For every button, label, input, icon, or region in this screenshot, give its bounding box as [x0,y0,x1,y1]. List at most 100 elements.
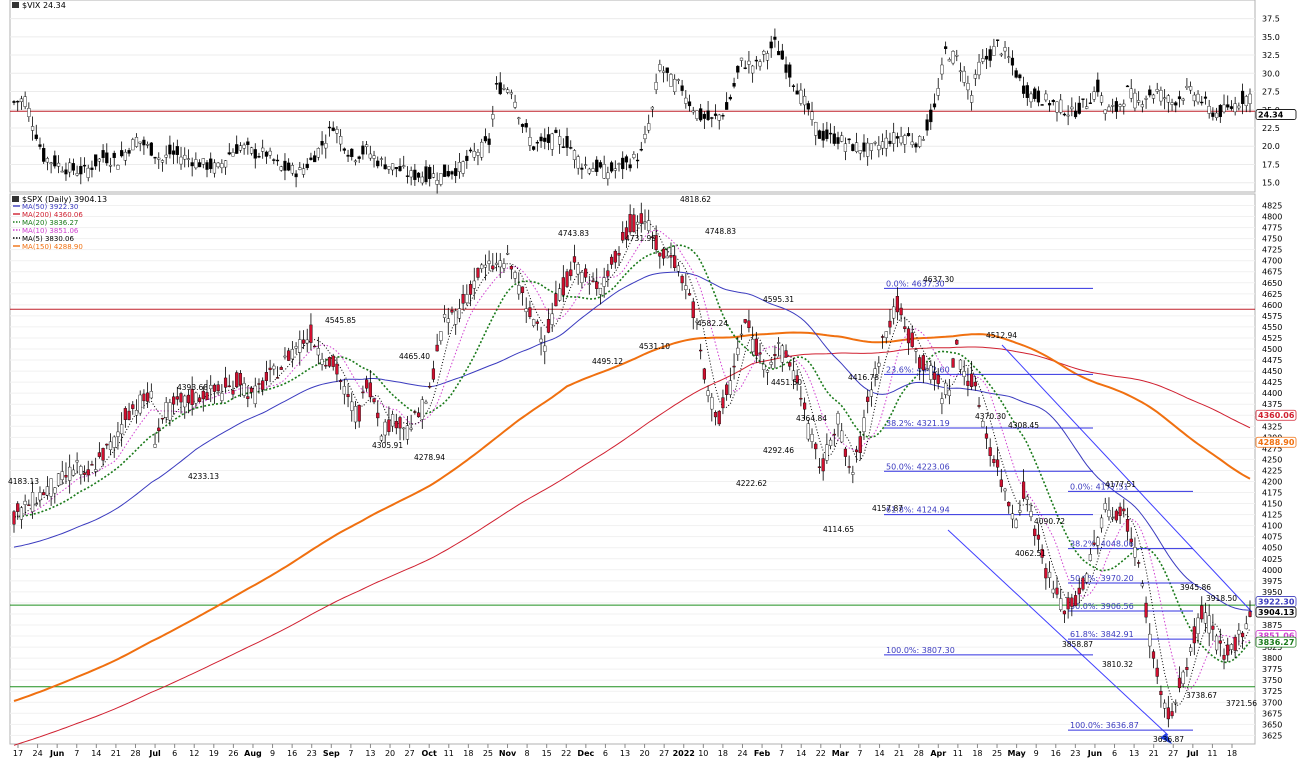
candle-body [242,144,246,149]
candle-body [847,138,851,141]
candle-body [279,367,283,370]
candle-body [1096,537,1100,546]
candle-body [34,134,38,140]
candle-body [316,148,320,158]
candle-body [758,352,762,355]
candle-body [866,396,870,402]
x-tick-label: 25 [483,749,493,758]
candle-body [743,319,747,323]
candle-body [383,421,387,436]
candle-body [1233,636,1237,651]
candle-body [450,171,454,175]
value-tag-label: 3904.13 [1258,608,1294,617]
candle-body [12,101,16,103]
candle-body [454,310,458,325]
candle-body [301,168,306,175]
candle-body [932,103,937,108]
ma-line [13,346,1251,746]
x-tick-label: 18 [463,749,473,758]
x-tick-label: 2022 [673,749,695,758]
candle-body [1092,542,1096,545]
x-tick-label: Apr [930,749,946,758]
candle-body [138,141,142,144]
candle-body [1010,513,1015,520]
candle-body [23,500,27,505]
candle-body [647,220,651,231]
candle-body [368,153,372,159]
candle-body [1055,587,1059,595]
candle-body [183,154,187,160]
candle-body [1021,85,1026,94]
candle-body [958,359,963,370]
price-annotations: 4818.62 4743.83 4731.99 4748.83 4595.31 4582.… [8,195,1257,744]
legend-entry: MA(10) 3851.06 [22,227,79,235]
fib-level-label: 50.0%: 3970.20 [1070,574,1134,583]
candle-body [38,492,42,501]
candle-body [205,162,209,170]
candle-body [520,286,525,293]
candle-body [546,319,551,333]
candle-body [353,160,358,163]
candle-body [847,466,851,468]
candle-body [1029,511,1033,517]
candle-body [977,405,981,407]
price-label: 4743.83 [558,229,589,238]
candle-body [606,270,610,277]
price-label: 4416.78 [848,373,879,382]
candle-body [780,345,784,363]
y-tick-label: 4150 [1262,500,1282,509]
candle-body [142,139,146,146]
price-label: 4512.94 [986,331,1017,340]
candle-body [1129,88,1133,99]
candle-body [97,452,101,457]
candle-body [1036,534,1041,540]
candle-body [710,397,714,410]
x-tick-label: 23 [1070,749,1080,758]
value-tag [1255,409,1297,421]
candle-body [1196,617,1200,634]
price-label: 4582.24 [697,319,728,328]
candle-body [517,285,521,295]
candle-body [168,144,172,155]
candle-body [1033,88,1037,99]
candle-body [368,382,372,398]
candle-body [1085,573,1089,583]
price-label: 4183.13 [8,477,39,486]
candle-body [802,402,807,410]
x-tick-label: 6 [172,749,177,758]
candle-body [1010,57,1015,66]
y-tick-label: 4225 [1262,466,1282,475]
candle-body [1203,612,1208,624]
candle-body [223,160,228,168]
candle-body [179,156,183,165]
candle-body [617,163,621,165]
candle-body [1114,510,1118,521]
y-tick-label: 4250 [1262,455,1282,464]
candle-body [461,161,465,174]
trend-arrow-icon [1160,733,1172,744]
candle-body [172,150,176,155]
value-tag [1255,109,1297,120]
candle-body [23,96,27,107]
candle-body [728,380,732,395]
candle-body [1244,96,1248,106]
candle-body [134,410,139,416]
candle-body [235,144,239,154]
fib-level-label: 50.0%: 3906.56 [1070,602,1134,611]
candle-body [810,434,814,442]
candle-body [483,136,487,142]
candle-body [643,221,647,224]
candle-body [739,57,744,61]
candle-body [223,377,228,388]
candle-body [706,390,710,396]
candle-body [981,58,985,62]
y-tick-label: 4750 [1262,235,1282,244]
candle-body [747,320,751,329]
candle-body [999,53,1003,56]
value-tag [1255,606,1297,618]
candle-body [1055,101,1059,113]
candle-body [1226,644,1230,656]
candle-body [287,350,291,361]
y-tick-label: 3625 [1262,731,1282,740]
candle-body [1144,98,1148,100]
